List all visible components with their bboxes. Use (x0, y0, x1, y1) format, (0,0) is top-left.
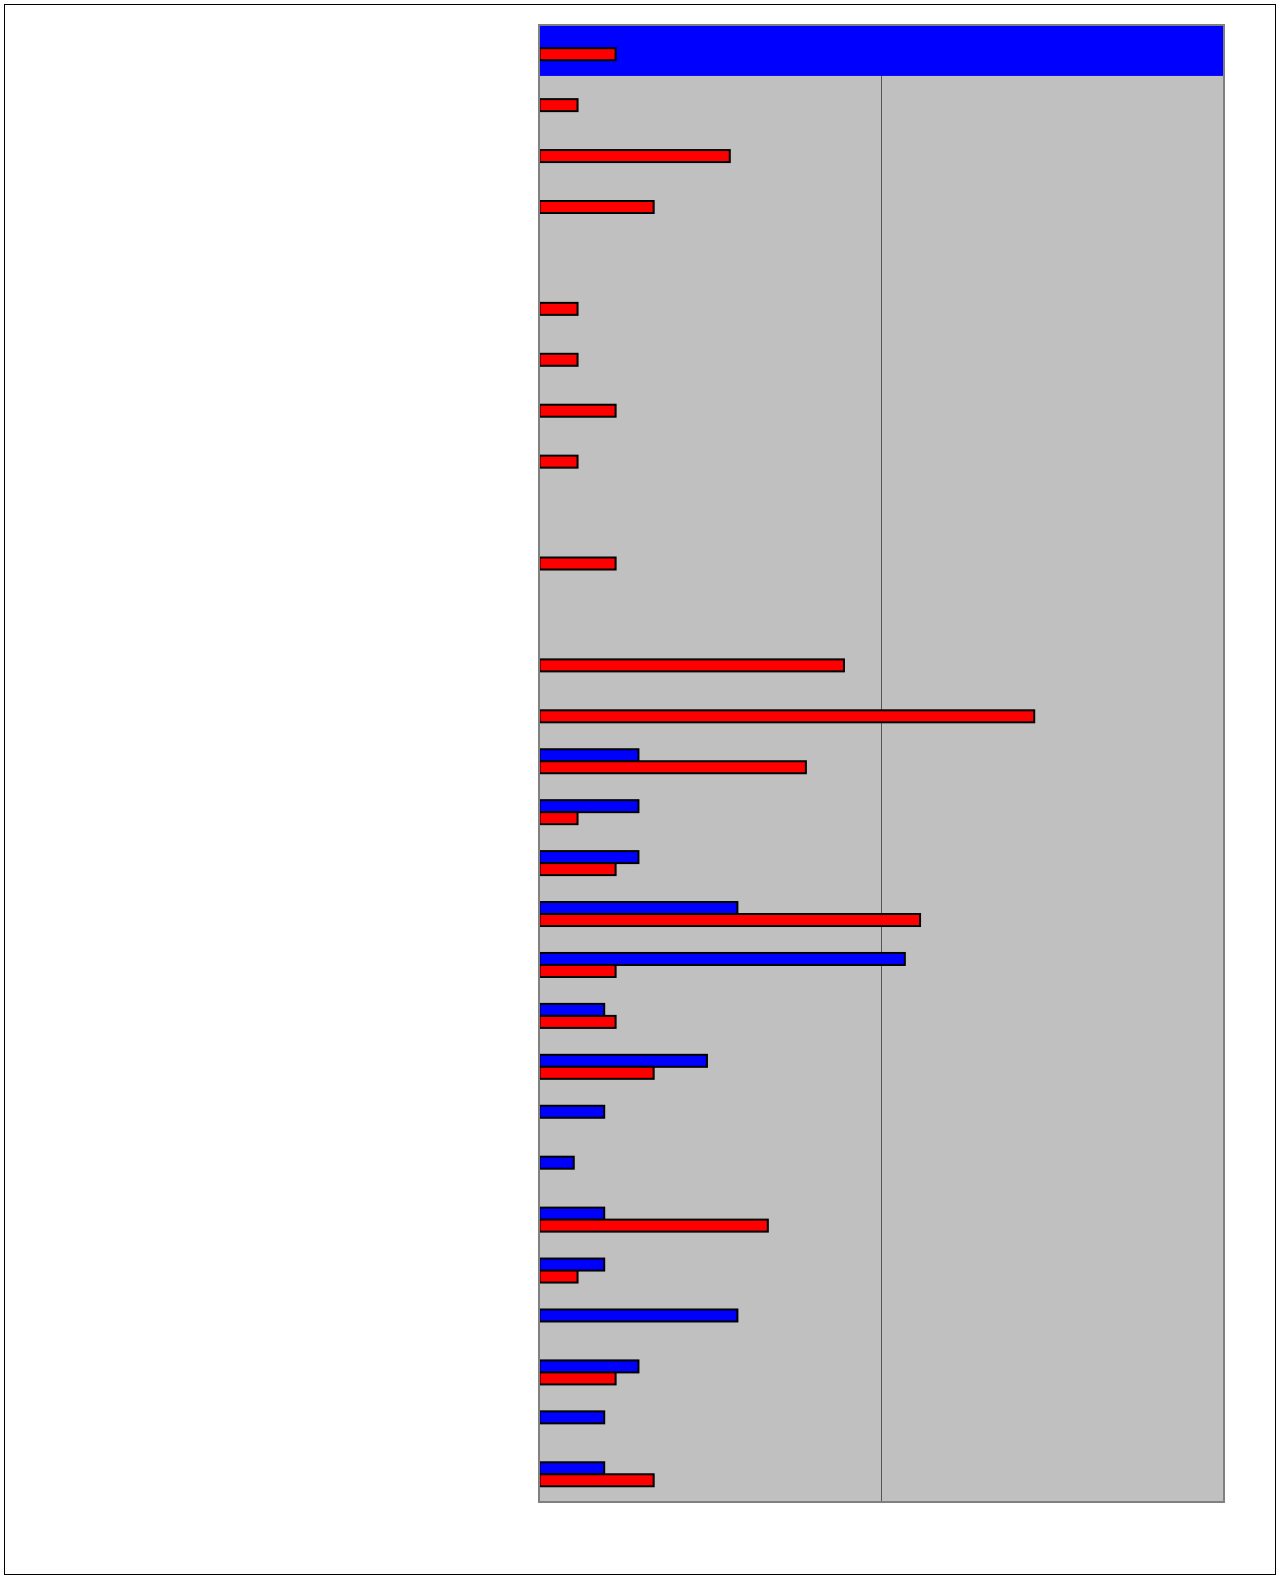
bar-red (538, 658, 845, 673)
bar-red (538, 1218, 769, 1233)
bar-red (538, 301, 579, 316)
bar-blue (538, 901, 739, 916)
bar-blue (538, 951, 906, 966)
bar-red (538, 1014, 617, 1029)
bar-red (538, 1473, 655, 1488)
bar-blue (538, 1410, 606, 1425)
bar-blue (538, 1002, 606, 1017)
bar-red (538, 913, 922, 928)
chart-frame (4, 4, 1276, 1575)
bar-red (538, 403, 617, 418)
bar-red (538, 556, 617, 571)
bar-blue (538, 1206, 606, 1221)
bar-red (538, 47, 617, 62)
bar-blue (538, 1461, 606, 1476)
bar-blue (538, 850, 640, 865)
bar-red (538, 149, 731, 164)
bar-blue (538, 1053, 708, 1068)
bar-blue (538, 1155, 575, 1170)
bar-red (538, 811, 579, 826)
bar-red (538, 1065, 655, 1080)
bar-red (538, 199, 655, 214)
bar-blue (538, 799, 640, 814)
bar-red (538, 454, 579, 469)
bar-red (538, 862, 617, 877)
bar-blue (538, 1104, 606, 1119)
bar-red (538, 98, 579, 113)
bar-red (538, 352, 579, 367)
plot-border (538, 24, 1225, 1503)
bar-blue (538, 1257, 606, 1272)
bar-red (538, 1269, 579, 1284)
bar-red (538, 963, 617, 978)
bar-blue (538, 1308, 739, 1323)
bar-red (538, 760, 807, 775)
bar-chart (538, 24, 1225, 1503)
bar-red (538, 1371, 617, 1386)
bar-blue (539, 25, 1224, 76)
bar-red (538, 709, 1036, 724)
bar-blue (538, 748, 640, 763)
bar-blue (538, 1359, 640, 1374)
